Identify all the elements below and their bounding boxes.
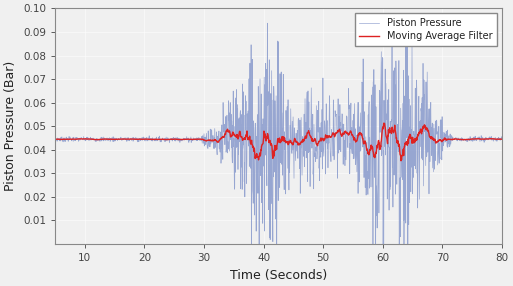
Moving Average Filter: [242, 137, 248, 140]
Moving Average Filter: [306, 131, 312, 134]
Piston Pressure: [499, 138, 505, 141]
Piston Pressure: [259, 144, 265, 147]
Moving Average Filter: [105, 138, 111, 141]
X-axis label: Time (Seconds): Time (Seconds): [230, 269, 327, 281]
Piston Pressure: [389, 12, 395, 15]
Piston Pressure: [52, 136, 58, 139]
Piston Pressure: [306, 150, 312, 153]
Piston Pressure: [87, 137, 93, 141]
Y-axis label: Piston Pressure (Bar): Piston Pressure (Bar): [5, 61, 17, 191]
Piston Pressure: [251, 132, 257, 135]
Moving Average Filter: [87, 137, 93, 141]
Moving Average Filter: [52, 138, 58, 141]
Piston Pressure: [105, 137, 111, 140]
Legend: Piston Pressure, Moving Average Filter: Piston Pressure, Moving Average Filter: [354, 13, 497, 46]
Moving Average Filter: [381, 122, 387, 125]
Piston Pressure: [242, 161, 248, 164]
Line: Piston Pressure: Piston Pressure: [55, 14, 502, 286]
Moving Average Filter: [259, 144, 265, 148]
Moving Average Filter: [251, 150, 257, 153]
Moving Average Filter: [499, 138, 505, 141]
Moving Average Filter: [398, 159, 404, 162]
Line: Moving Average Filter: Moving Average Filter: [55, 123, 502, 161]
